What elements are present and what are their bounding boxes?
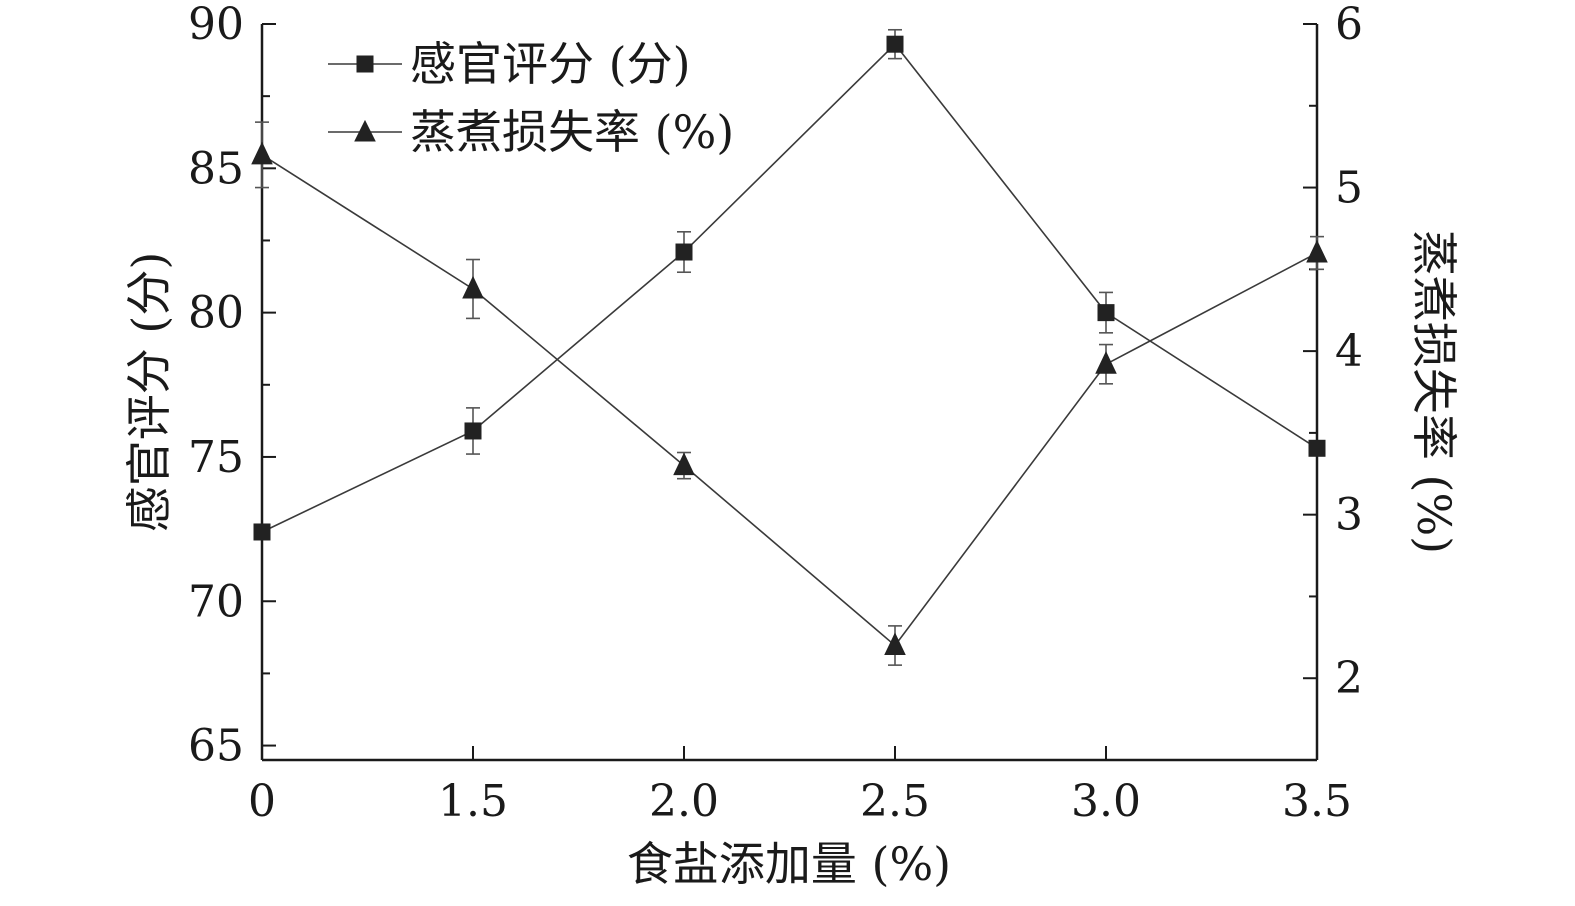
x-ticks: 0 1.5 2.0 2.5 3.0 3.5 — [248, 746, 1352, 827]
data-point-sensory-score — [253, 523, 271, 541]
x-axis-title: 食盐添加量 (%) — [627, 837, 951, 891]
right-y-tick-label: 3 — [1335, 490, 1363, 541]
data-point-sensory-score — [886, 35, 904, 53]
left-y-tick-label: 75 — [188, 432, 244, 483]
left-y-axis-title: 感官评分 (分) — [122, 252, 176, 533]
right-y-tick-label: 6 — [1335, 0, 1363, 50]
x-tick-label: 2.0 — [649, 776, 719, 827]
legend-marker-triangle — [354, 119, 376, 142]
data-point-cooking-loss — [462, 275, 484, 299]
right-y-tick-label: 4 — [1335, 326, 1363, 377]
legend-label-sensory: 感官评分 (分) — [410, 37, 691, 91]
legend: 感官评分 (分) 蒸煮损失率 (%) — [328, 37, 734, 159]
series-line-sensory-score — [261, 43, 1318, 533]
x-tick-label: 0 — [248, 776, 276, 827]
left-y-ticks: 65 70 75 80 85 90 — [188, 0, 276, 772]
data-point-sensory-score — [1097, 304, 1115, 322]
data-point-cooking-loss — [673, 452, 695, 476]
series-line-cooking-loss — [261, 154, 1318, 647]
left-y-tick-label: 90 — [188, 0, 244, 50]
x-tick-label: 2.5 — [860, 776, 930, 827]
left-y-tick-label: 65 — [188, 721, 244, 772]
data-point-cooking-loss — [1306, 239, 1328, 263]
data-point-sensory-score — [1308, 439, 1326, 457]
right-y-axis-title: 蒸煮损失率 (%) — [1407, 230, 1461, 554]
left-y-tick-label: 80 — [188, 288, 244, 339]
data-point-sensory-score — [464, 422, 482, 440]
right-y-ticks: 2 3 4 5 6 — [1303, 0, 1363, 704]
right-y-tick-label: 2 — [1335, 653, 1363, 704]
x-tick-label: 3.0 — [1071, 776, 1141, 827]
left-y-tick-label: 85 — [188, 143, 244, 194]
x-tick-label: 3.5 — [1282, 776, 1352, 827]
series-layer — [251, 28, 1328, 666]
left-y-tick-label: 70 — [188, 576, 244, 627]
legend-marker-square — [356, 55, 374, 73]
data-point-sensory-score — [675, 243, 693, 261]
right-y-tick-label: 5 — [1335, 163, 1363, 214]
x-tick-label: 1.5 — [438, 776, 508, 827]
legend-label-cooking-loss: 蒸煮损失率 (%) — [410, 105, 734, 159]
data-point-cooking-loss — [251, 141, 273, 165]
data-point-cooking-loss — [1095, 351, 1117, 374]
data-point-cooking-loss — [884, 632, 906, 656]
